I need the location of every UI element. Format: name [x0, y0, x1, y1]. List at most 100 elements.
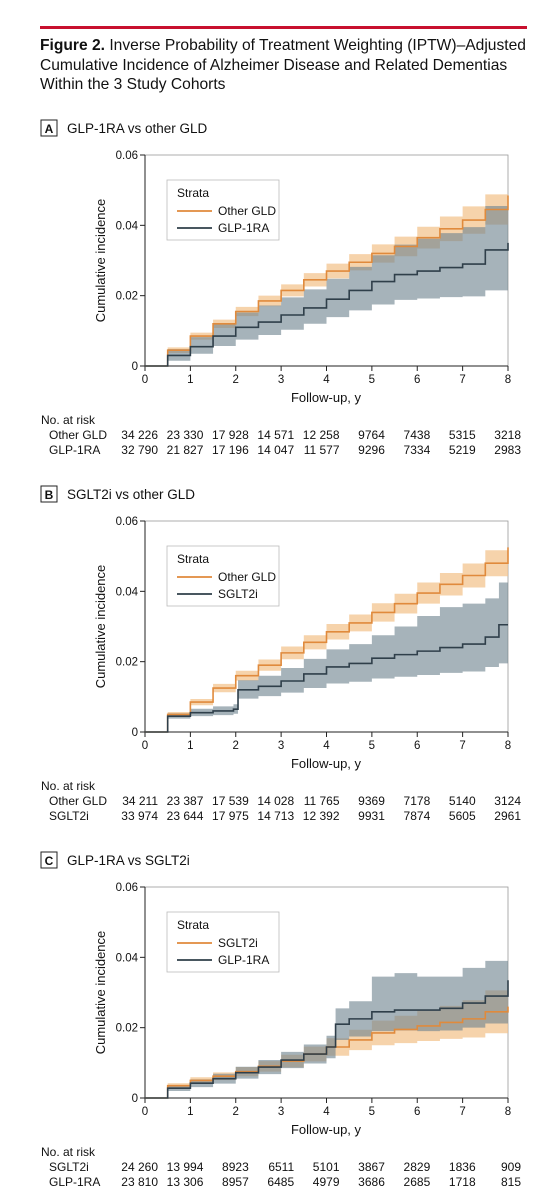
panel-b-risk-value: 5605: [449, 809, 476, 823]
panel-c-risk-value: 3867: [358, 1160, 385, 1174]
panel-b-risk-value: 14 028: [257, 794, 294, 808]
panel-c-xtick-label: 1: [187, 1106, 193, 1118]
panel-a-ytick-label: 0: [132, 361, 138, 373]
panel-c-risk-value: 13 306: [167, 1175, 204, 1189]
panel-c-risk-header: No. at risk: [41, 1145, 96, 1159]
panel-a-risk-value: 11 577: [304, 443, 340, 457]
panel-b-risk-value: 17 539: [212, 794, 249, 808]
panel-a-xtick-label: 0: [142, 374, 148, 386]
panel-b-risk-value: 2961: [494, 809, 521, 823]
panel-b-risk-value: 23 387: [167, 794, 204, 808]
panel-b-ytick-label: 0.04: [116, 586, 139, 598]
panel-c-legend-title: Strata: [177, 918, 209, 932]
panel-a-ytick-label: 0.02: [116, 291, 138, 303]
panel-b-risk-value: 12 392: [303, 809, 340, 823]
panel-b-letter: B: [45, 488, 54, 502]
panel-c-ytick-label: 0: [132, 1093, 138, 1105]
panel-b-title: SGLT2i vs other GLD: [67, 487, 195, 502]
panel-b-risk-value: 17 975: [212, 809, 249, 823]
panel-a-risk-value: 32 790: [121, 443, 158, 457]
panel-a-legend-title: Strata: [177, 186, 209, 200]
panel-a-risk-value: 5315: [449, 428, 476, 442]
panel-a-xtick-label: 4: [323, 374, 330, 386]
panel-a-xtick-label: 3: [278, 374, 284, 386]
panel-a-risk-value: 2983: [494, 443, 521, 457]
panel-b-xtick-label: 8: [505, 740, 511, 752]
panel-a-x-axis-label: Follow-up, y: [291, 390, 362, 405]
panel-b-risk-value: 9931: [358, 809, 385, 823]
panel-b-legend-entry: Other GLD: [218, 570, 276, 584]
panel-c-xtick-label: 0: [142, 1106, 148, 1118]
panel-b-risk-value: 11 765: [304, 794, 340, 808]
panel-c-risk-value: 23 810: [121, 1175, 158, 1189]
panel-b-risk-value: 34 211: [122, 794, 158, 808]
panel-b-risk-header: No. at risk: [41, 779, 96, 793]
panel-a-risk-header: No. at risk: [41, 413, 96, 427]
panel-b-legend-title: Strata: [177, 552, 209, 566]
panel-b-risk-value: 5140: [449, 794, 476, 808]
panel-b-ytick-label: 0.02: [116, 657, 138, 669]
panel-a-line-glp-1ra: [145, 242, 509, 367]
panel-b-risk-row-label: Other GLD: [49, 794, 107, 808]
panel-a-risk-value: 9764: [358, 428, 385, 442]
panel-b-x-axis-label: Follow-up, y: [291, 756, 362, 771]
panel-b-line-other-gld: [145, 547, 509, 733]
panel-a-line-other-gld: [145, 195, 509, 367]
panel-b-line-sglt2i: [145, 623, 508, 733]
panel-a-risk-value: 9296: [358, 443, 385, 457]
panel-a-xtick-label: 8: [505, 374, 511, 386]
panel-c-xtick-label: 8: [505, 1106, 511, 1118]
panel-a-risk-value: 17 928: [212, 428, 249, 442]
panel-b-xtick-label: 5: [369, 740, 375, 752]
panel-c-risk-value: 6511: [268, 1160, 294, 1174]
panel-b-xtick-label: 1: [187, 740, 193, 752]
panel-c-band-glp-1ra: [145, 943, 508, 1098]
figure-title: Figure 2. Inverse Probability of Treatme…: [40, 36, 530, 95]
panel-c-risk-value: 815: [501, 1175, 521, 1189]
panel-b-risk-value: 3124: [494, 794, 521, 808]
panel-c-legend-entry: SGLT2i: [218, 936, 258, 950]
panel-c-risk-value: 4979: [313, 1175, 340, 1189]
panel-c-risk-value: 2685: [404, 1175, 431, 1189]
panel-a-xtick-label: 7: [459, 374, 465, 386]
panel-b-risk-value: 23 644: [167, 809, 204, 823]
panel-c-xtick-label: 7: [459, 1106, 465, 1118]
panel-a-risk-row-label: GLP-1RA: [49, 443, 100, 457]
panel-c-risk-value: 1718: [449, 1175, 476, 1189]
panel-a-risk-value: 7334: [404, 443, 431, 457]
panel-b-ytick-label: 0.06: [116, 516, 138, 528]
panel-b-risk-value: 7874: [404, 809, 431, 823]
panel-c-ytick-label: 0.06: [116, 882, 138, 894]
panel-a-risk-value: 34 226: [121, 428, 158, 442]
panel-b-xtick-label: 7: [459, 740, 465, 752]
panel-a-risk-value: 12 258: [303, 428, 340, 442]
panel-b-risk-row-label: SGLT2i: [49, 809, 89, 823]
panel-a-risk-row-label: Other GLD: [49, 428, 107, 442]
panel-c-letter-box: C: [40, 851, 58, 869]
panel-a-xtick-label: 6: [414, 374, 420, 386]
figure-label: Figure 2.: [40, 37, 105, 54]
panel-a-risk-value: 3218: [494, 428, 521, 442]
panel-b-risk-value: 9369: [358, 794, 385, 808]
panel-a-legend: Strata Other GLD GLP-1RA: [166, 179, 280, 241]
panel-c-risk-value: 3686: [358, 1175, 385, 1189]
panel-b-y-axis-label: Cumulative incidence: [93, 565, 108, 689]
panel-b-legend: Strata Other GLD SGLT2i: [166, 545, 280, 607]
figure-title-text: Inverse Probability of Treatment Weighti…: [40, 37, 526, 93]
panel-b-xtick-label: 4: [323, 740, 330, 752]
panel-a-xtick-label: 5: [369, 374, 375, 386]
panel-c-risk-value: 6485: [267, 1175, 294, 1189]
panel-b-risk-value: 14 713: [257, 809, 294, 823]
panel-a-legend-entry: GLP-1RA: [218, 221, 269, 235]
panel-c-risk-row-label: GLP-1RA: [49, 1175, 100, 1189]
panel-c-ytick-label: 0.02: [116, 1023, 138, 1035]
panel-c-xtick-label: 2: [233, 1106, 239, 1118]
panel-a-risk-value: 14 571: [257, 428, 294, 442]
panel-b-legend-entry: SGLT2i: [218, 587, 258, 601]
panel-c-xtick-label: 4: [323, 1106, 330, 1118]
panel-b-xtick-label: 2: [233, 740, 239, 752]
panel-b-xtick-label: 3: [278, 740, 284, 752]
panel-c-legend-entry: GLP-1RA: [218, 953, 269, 967]
panel-b-risk-value: 33 974: [121, 809, 158, 823]
